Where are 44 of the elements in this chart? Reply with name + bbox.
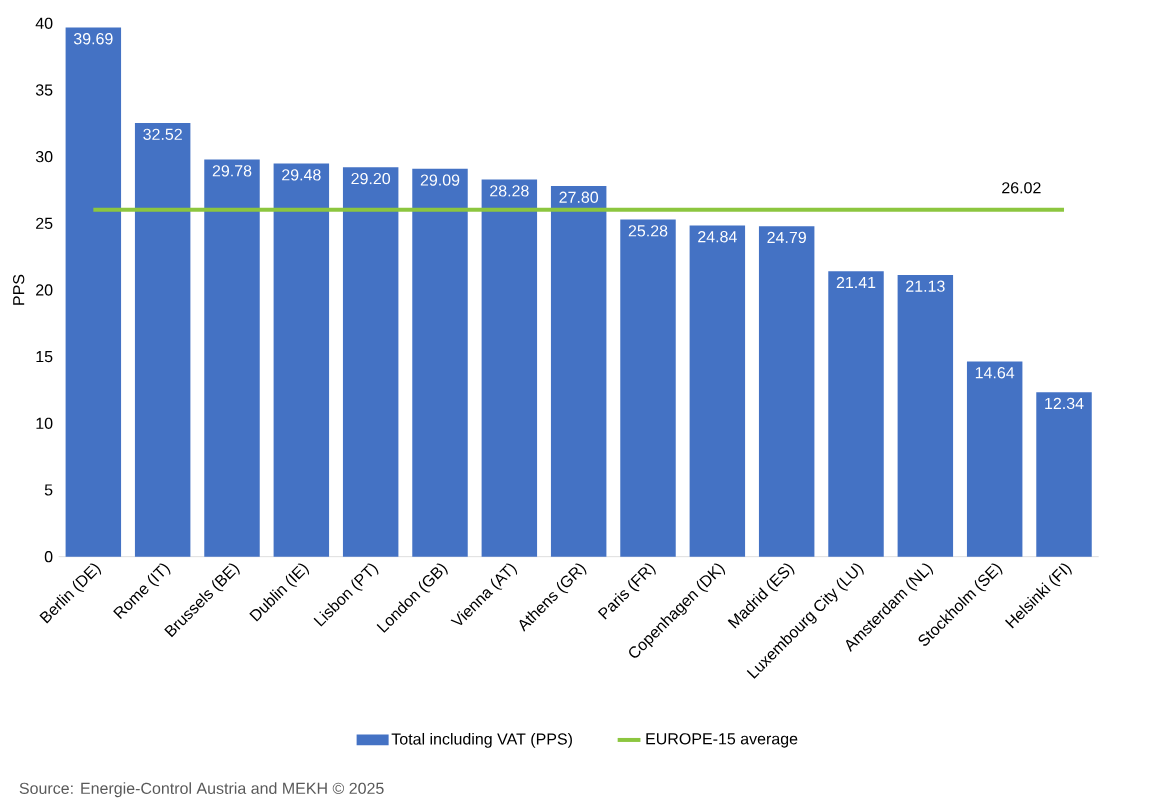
bar xyxy=(412,168,468,557)
data-label: 24.79 xyxy=(767,231,806,244)
bar xyxy=(65,27,122,557)
source-note: Source: Energie-Control Austria and MEKH © 2025 xyxy=(19,782,384,798)
bar xyxy=(897,274,954,557)
data-label: 24.84 xyxy=(698,231,737,243)
annotation: 26.02 xyxy=(1002,182,1041,194)
y-tick-label: 15 xyxy=(36,351,53,363)
data-label: 29.48 xyxy=(282,169,321,181)
data-label: 29.20 xyxy=(351,172,391,185)
bar xyxy=(481,179,538,557)
bar xyxy=(828,271,884,557)
data-label: 39.69 xyxy=(73,33,113,45)
bar xyxy=(689,225,746,557)
data-label: 21.13 xyxy=(906,280,945,292)
data-label: 21.41 xyxy=(836,276,876,288)
bar xyxy=(966,361,1023,557)
y-tick-label: 0 xyxy=(44,551,53,563)
bar xyxy=(273,163,330,557)
data-label: 28.28 xyxy=(490,185,529,197)
data-label: 14.64 xyxy=(975,367,1015,379)
y-tick-label: 30 xyxy=(35,151,53,163)
bar xyxy=(550,186,607,557)
data-label: 12.34 xyxy=(1045,397,1084,410)
bar xyxy=(1036,392,1092,557)
data-label: 29.09 xyxy=(420,174,460,186)
bar xyxy=(342,167,399,557)
data-label: 27.80 xyxy=(559,191,599,203)
legend-label: Total including VAT (PPS) xyxy=(391,732,572,748)
y-tick-label: 40 xyxy=(35,17,53,29)
data-label: 25.28 xyxy=(628,225,668,237)
y-tick-label: 10 xyxy=(36,417,53,429)
y-tick-label: 5 xyxy=(44,484,53,496)
legend-label: EUROPE-15 average xyxy=(646,733,798,748)
data-label: 29.78 xyxy=(212,165,252,177)
y-tick-label: 35 xyxy=(35,84,53,96)
y-tick-label: 25 xyxy=(36,217,53,229)
data-label: 32.52 xyxy=(143,128,182,140)
y-axis-title: PPS xyxy=(13,274,25,305)
y-tick-label: 20 xyxy=(36,284,53,296)
bar xyxy=(758,226,815,557)
bar xyxy=(620,219,676,557)
bar xyxy=(204,159,260,557)
bar xyxy=(134,123,191,557)
